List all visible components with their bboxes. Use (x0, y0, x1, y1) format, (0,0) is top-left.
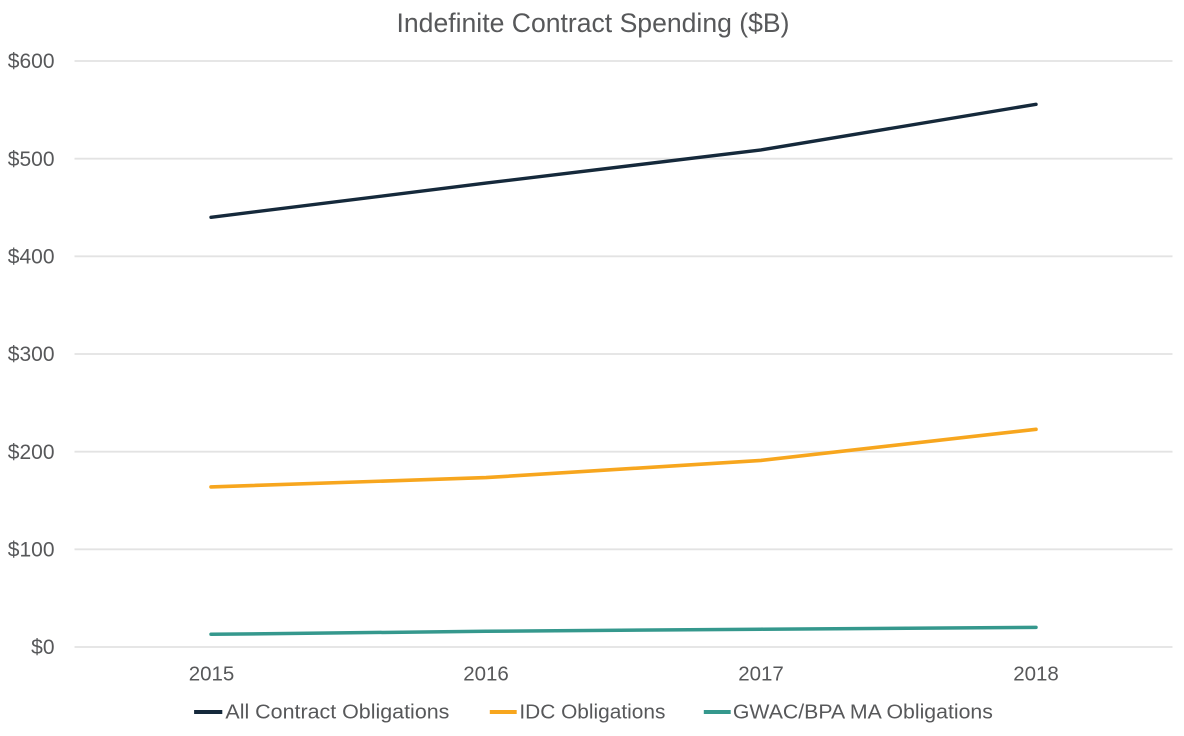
svg-text:All Contract Obligations: All Contract Obligations (225, 700, 449, 723)
svg-text:$200: $200 (8, 441, 55, 464)
svg-text:$400: $400 (8, 245, 55, 268)
svg-text:2016: 2016 (463, 663, 509, 686)
svg-text:2018: 2018 (1013, 663, 1059, 686)
svg-text:2017: 2017 (738, 663, 784, 686)
svg-text:$100: $100 (8, 538, 55, 561)
svg-text:$300: $300 (8, 343, 55, 366)
svg-text:$600: $600 (8, 50, 55, 73)
svg-text:$500: $500 (8, 148, 55, 171)
svg-text:IDC Obligations: IDC Obligations (519, 700, 665, 723)
svg-text:Indefinite Contract Spending (: Indefinite Contract Spending ($B) (397, 8, 790, 38)
svg-text:GWAC/BPA MA Obligations: GWAC/BPA MA Obligations (733, 700, 993, 723)
svg-text:2015: 2015 (189, 663, 235, 686)
svg-text:$0: $0 (31, 636, 54, 659)
